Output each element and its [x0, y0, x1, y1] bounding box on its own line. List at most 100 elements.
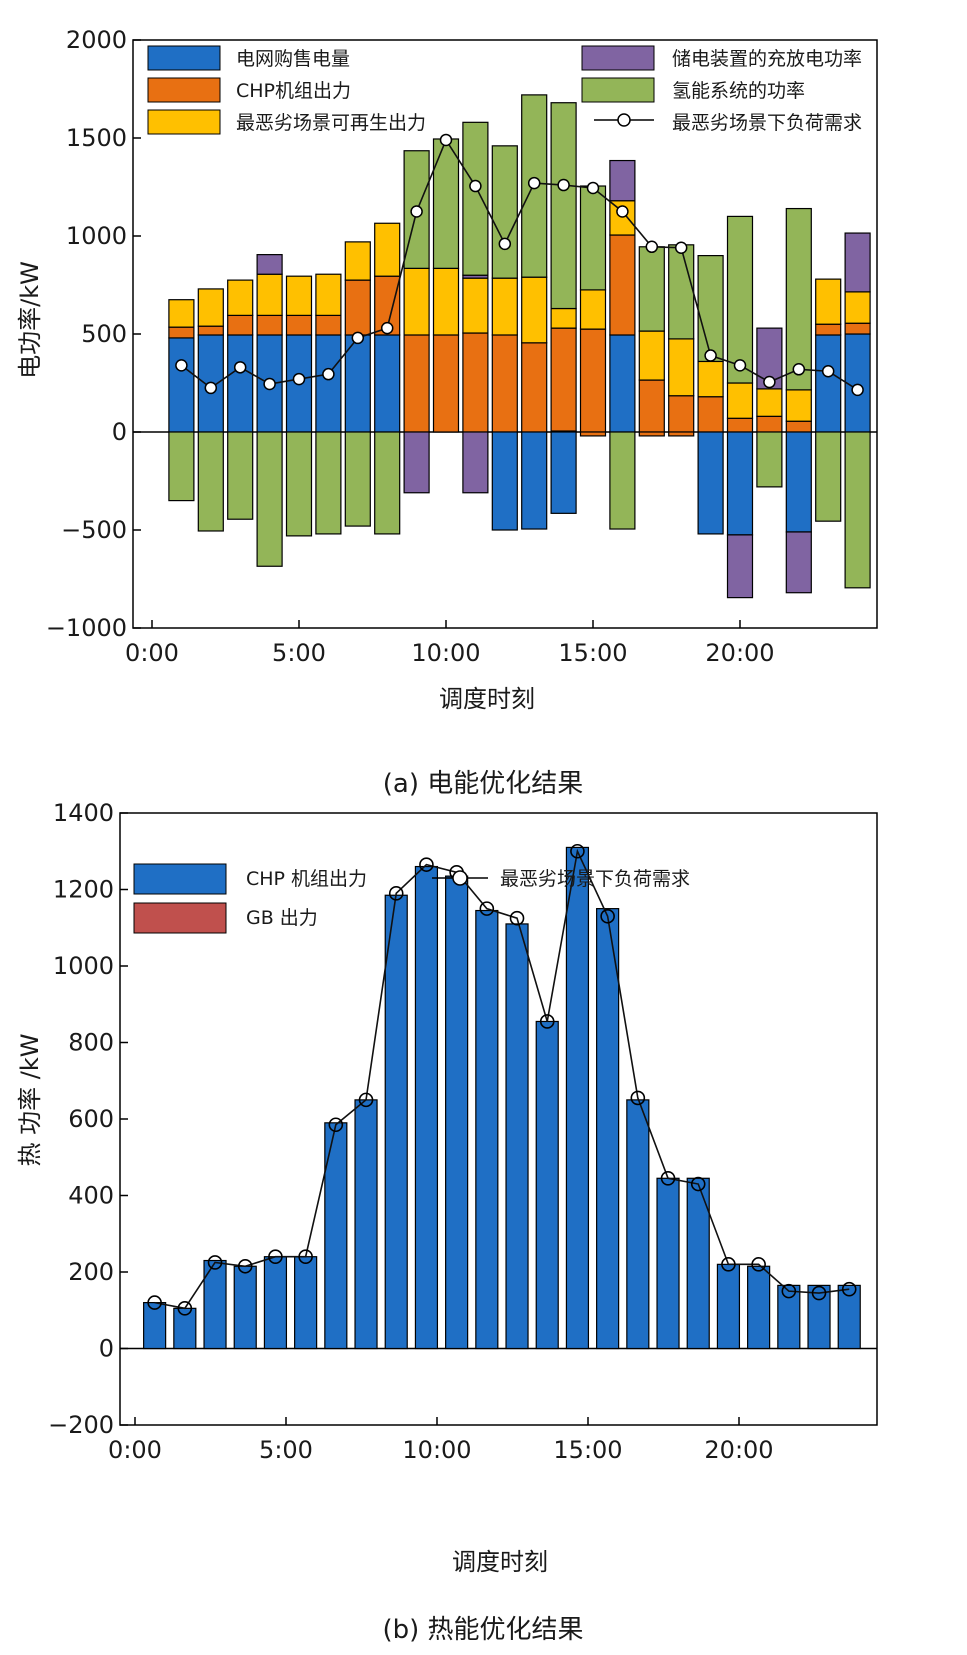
heat-bar-h13	[505, 923, 529, 1350]
heat-load-point-h5	[268, 1249, 283, 1264]
y-tick-label: −500	[61, 516, 127, 544]
heat-bar-h10	[414, 865, 439, 1350]
heat-load-point-h4	[237, 1258, 253, 1274]
bar-neg-4-h2	[197, 431, 224, 532]
heat-legend: CHP 机组出力 GB 出力 最恶劣场景下负荷需求	[133, 863, 690, 934]
heat-load-point-h6	[298, 1249, 313, 1264]
legend-swatch-chp-heat	[133, 863, 227, 895]
load-point-h19	[704, 349, 717, 362]
heat-y-axis: −200 0 200 400 600 800 1000 1200 1400	[48, 799, 128, 1439]
legend-marker-load	[617, 113, 631, 127]
bar-neg-4-h24	[844, 431, 871, 589]
heat-load-point-h12	[479, 901, 495, 916]
bar-4-h20	[726, 215, 754, 384]
bar-2-h22	[785, 389, 812, 422]
legend-label-grid: 电网购售电量	[236, 48, 350, 70]
bar-0-h23	[815, 334, 842, 433]
heat-load-point-h8	[358, 1092, 374, 1108]
legend-label-chp: CHP机组出力	[236, 80, 351, 102]
load-point-h20	[733, 359, 747, 372]
load-point-h13	[527, 176, 541, 190]
electric-load-line	[175, 133, 864, 397]
heat-load-point-h14	[539, 1014, 555, 1029]
bar-2-h19	[697, 360, 724, 398]
y-tick-label: 400	[68, 1182, 114, 1210]
x-tick-label: 20:00	[704, 1436, 773, 1464]
bar-1-h23	[815, 323, 842, 336]
load-point-h6	[322, 367, 335, 381]
heat-load-point-h15	[570, 843, 585, 859]
heat-load-point-h23	[811, 1285, 827, 1301]
bar-2-h11	[462, 277, 489, 334]
bar-2-h12	[491, 277, 518, 336]
x-tick-label: 5:00	[259, 1436, 313, 1464]
legend-swatch-chp	[147, 77, 221, 103]
y-tick-label: 2000	[66, 26, 127, 54]
legend-label-gb: GB 出力	[246, 907, 318, 929]
y-tick-label: 1400	[53, 799, 114, 827]
load-point-h8	[380, 321, 394, 335]
legend-swatch-renewable	[147, 109, 221, 135]
heat-y-axis-label: 热 功率 /kW	[16, 1034, 44, 1167]
electric-x-axis-label: 调度时刻	[439, 685, 535, 713]
x-tick-label: 10:00	[411, 639, 480, 667]
bar-1-h12	[491, 334, 518, 433]
bar-4-h10	[432, 138, 460, 269]
bar-1-h20	[726, 417, 754, 433]
heat-load-point-h1	[147, 1295, 162, 1310]
heat-bar-h24	[837, 1284, 861, 1350]
bar-neg-4-h7	[344, 431, 371, 527]
legend-swatch-storage	[581, 45, 655, 71]
heat-x-axis: 0:00 5:00 10:00 15:00 20:00	[108, 1417, 774, 1464]
y-tick-label: 0	[112, 418, 127, 446]
bar-1-h2	[197, 325, 224, 336]
bar-1-h15	[579, 328, 607, 433]
legend-label-storage: 储电装置的充放电功率	[672, 48, 862, 70]
legend-label-load: 最恶劣场景下负荷需求	[672, 112, 862, 134]
y-tick-label: 800	[68, 1029, 114, 1057]
y-tick-label: 1000	[66, 222, 127, 250]
heat-bar-h18	[656, 1177, 680, 1350]
bar-neg-0-h19	[697, 431, 724, 535]
bar-1-h5	[285, 314, 313, 336]
bar-neg-4-h23	[815, 431, 842, 522]
load-point-h4	[263, 377, 276, 391]
load-point-h17	[645, 240, 659, 254]
electric-y-axis-label: 电功率/kW	[16, 261, 44, 379]
legend-marker-heat-load	[452, 870, 468, 886]
bar-1-h19	[697, 396, 724, 433]
heat-load-point-h7	[328, 1117, 344, 1133]
bar-1-h14	[550, 327, 577, 432]
bar-neg-3-h11	[462, 431, 489, 494]
load-point-h11	[469, 179, 482, 193]
heat-bar-h3	[203, 1259, 227, 1350]
bar-2-h20	[726, 382, 754, 419]
heat-bar-h5	[263, 1256, 288, 1350]
bar-0-h16	[609, 334, 636, 433]
load-point-h1	[175, 359, 188, 372]
load-point-h9	[410, 205, 423, 218]
bar-1-h3	[227, 314, 254, 336]
heat-bar-h20	[716, 1263, 741, 1350]
bar-neg-0-h22	[785, 431, 812, 533]
bar-3-h24	[844, 232, 871, 293]
electric-bars	[168, 94, 871, 599]
heat-load-point-h9	[388, 886, 404, 901]
bar-1-h4	[256, 314, 283, 336]
bar-neg-1-h15	[579, 431, 607, 437]
bar-neg-1-h18	[668, 431, 695, 437]
bar-2-h5	[285, 275, 313, 316]
bar-2-h2	[197, 288, 224, 327]
legend-swatch-gb	[133, 902, 227, 934]
y-tick-label: −200	[48, 1411, 114, 1439]
bar-0-h3	[227, 334, 254, 433]
bar-0-h6	[315, 334, 342, 433]
heat-load-line-path	[154, 848, 850, 1310]
heat-load-point-h13	[509, 910, 525, 926]
load-point-h23	[821, 364, 835, 378]
load-point-h3	[233, 361, 247, 374]
bar-1-h1	[168, 326, 195, 339]
load-line-path	[180, 138, 859, 391]
bar-2-h18	[668, 338, 695, 397]
load-point-h10	[439, 133, 453, 147]
